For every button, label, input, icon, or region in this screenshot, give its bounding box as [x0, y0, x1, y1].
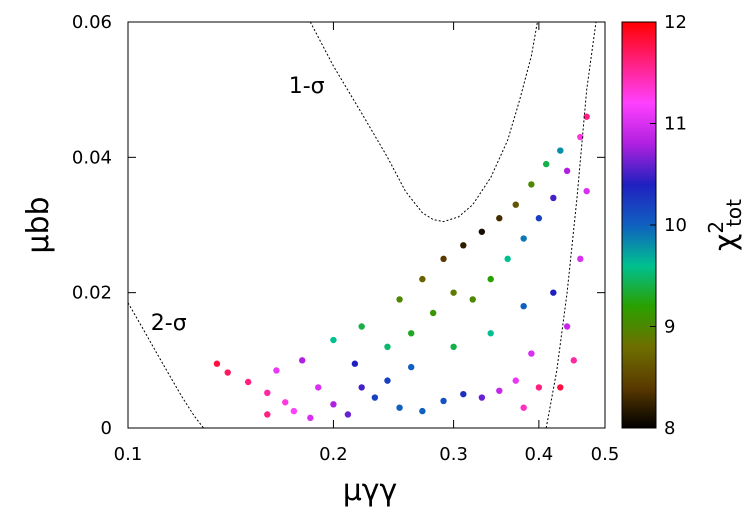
data-point [563, 323, 571, 330]
data-point [344, 411, 352, 418]
x-axis-ticks: 0.1 0.2 0.3 0.4 0.5 [114, 22, 620, 465]
scatter-points [213, 113, 590, 422]
data-point [264, 411, 271, 418]
data-point [487, 275, 494, 283]
y-tick-label: 0.04 [72, 147, 112, 168]
colorbar-tick-label: 11 [664, 114, 687, 135]
y-tick-label: 0.02 [72, 283, 112, 304]
data-point [469, 296, 476, 303]
data-point [407, 363, 415, 371]
colorbar-tick-label: 10 [664, 215, 687, 236]
colorbar-tick-label: 8 [664, 418, 675, 439]
data-point [244, 378, 252, 386]
data-point [563, 167, 571, 175]
data-point [487, 330, 494, 337]
data-point [478, 228, 486, 235]
data-point [520, 235, 527, 242]
data-point [450, 343, 457, 350]
contour-line [545, 21, 597, 429]
x-tick-label: 0.5 [591, 444, 620, 465]
plot-frame [127, 21, 606, 429]
data-point [282, 399, 289, 406]
data-point [440, 255, 447, 263]
data-point [577, 133, 584, 141]
contour-label: 1-σ [289, 74, 325, 99]
data-point [299, 357, 306, 364]
data-point [528, 181, 535, 188]
x-tick-label: 0.2 [319, 444, 348, 465]
data-point [315, 384, 322, 391]
plot-area [127, 21, 606, 429]
data-point [535, 215, 543, 222]
data-point [224, 369, 231, 376]
data-point [550, 289, 557, 296]
contour-line [309, 21, 538, 223]
data-point [419, 275, 426, 283]
data-point [583, 187, 590, 195]
colorbar-label: χ2tot [704, 199, 746, 251]
data-point [504, 255, 511, 263]
data-point [419, 407, 426, 415]
data-point [550, 194, 557, 202]
data-point [496, 387, 503, 394]
y-axis-ticks: 0 0.02 0.04 0.06 [72, 12, 605, 439]
x-tick-label: 0.4 [525, 444, 554, 465]
colorbar: 8 9 10 11 12 χ2tot [621, 12, 746, 439]
x-axis-label: μγγ [343, 473, 398, 508]
colorbar-label-sub: tot [722, 199, 746, 227]
data-point [358, 323, 365, 330]
data-point [440, 397, 447, 405]
data-point [358, 384, 365, 391]
confidence-contours: 1-σ 2-σ [127, 21, 597, 429]
data-point [407, 330, 415, 337]
contour-line [127, 302, 204, 429]
x-tick-label: 0.3 [439, 444, 468, 465]
data-point [307, 414, 314, 422]
data-point [577, 255, 584, 263]
data-point [478, 394, 486, 401]
data-point [330, 336, 337, 344]
colorbar-label-sup: 2 [704, 221, 728, 234]
data-point [520, 404, 527, 411]
data-point [264, 389, 271, 397]
contour-label: 2-σ [151, 311, 187, 336]
data-point [512, 201, 519, 208]
data-point [384, 343, 391, 350]
data-point [460, 242, 467, 249]
colorbar-label-main: χ [708, 234, 743, 251]
data-point [384, 377, 391, 384]
data-point [557, 147, 564, 154]
y-tick-label: 0 [101, 418, 112, 439]
data-point [512, 377, 519, 384]
data-point [290, 407, 298, 415]
data-point [557, 384, 564, 391]
data-point [396, 404, 403, 411]
data-point [570, 357, 577, 364]
data-point [528, 350, 535, 357]
data-point [396, 296, 403, 303]
colorbar-ticks: 8 9 10 11 12 [650, 12, 687, 439]
data-point [429, 309, 437, 317]
data-point [450, 289, 457, 296]
y-axis-label: μbb [21, 196, 56, 253]
data-point [496, 215, 503, 222]
y-tick-label: 0.06 [72, 12, 112, 33]
data-point [535, 384, 543, 391]
data-point [330, 401, 337, 408]
data-point [542, 160, 550, 168]
data-point [213, 360, 221, 367]
data-point [583, 113, 590, 120]
data-point [520, 303, 527, 310]
data-point [460, 390, 467, 398]
colorbar-tick-label: 12 [664, 12, 687, 33]
x-tick-label: 0.1 [114, 444, 143, 465]
data-point [273, 367, 280, 374]
colorbar-tick-label: 9 [664, 317, 675, 338]
data-point [351, 360, 359, 367]
data-point [371, 394, 379, 401]
